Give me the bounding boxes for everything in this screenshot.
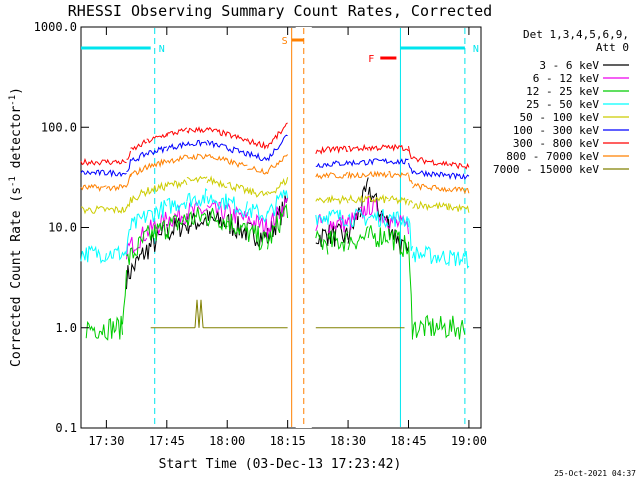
y-tick-label-1: 0.1 (55, 421, 77, 435)
legend-label-7: 300 - 800 keV (513, 137, 599, 150)
series-layer (80, 122, 470, 341)
legend-header-line2: Att 0 (596, 41, 629, 54)
legend-label-5: 50 - 100 keV (520, 111, 600, 124)
legend-label-2: 6 - 12 keV (533, 72, 600, 85)
marker-label-f-4: F (368, 54, 374, 65)
legend-label-6: 100 - 300 keV (513, 124, 599, 137)
x-axis-label: Start Time (03-Dec-13 17:23:42) (159, 457, 402, 472)
x-tick-label-6: 18:45 (390, 434, 426, 448)
series-line-7 (80, 122, 470, 170)
y-axis-label-mid: detector (9, 106, 24, 177)
legend-label-4: 25 - 50 keV (526, 98, 599, 111)
legend-label-9: 7000 - 15000 keV (493, 163, 599, 176)
legend-label-3: 12 - 25 keV (526, 85, 599, 98)
y-tick-label-3: 10.0 (48, 221, 77, 235)
x-tick-label-2: 17:45 (149, 434, 185, 448)
series-6 (80, 134, 470, 181)
marker-label-n-2: N (473, 44, 479, 55)
y-tick-label-4: 100.0 (41, 120, 77, 134)
series-line-9 (150, 299, 405, 329)
marker-label-s-3: S (282, 36, 288, 47)
y-tick-label-5: 1000.0 (34, 20, 77, 34)
marker-label-n-1: N (159, 44, 165, 55)
y-tick-label-2: 1.0 (55, 321, 77, 335)
x-tick-label-1: 17:30 (88, 434, 124, 448)
series-9 (150, 299, 405, 329)
data-gap-1 (295, 27, 312, 428)
x-tick-label-4: 18:15 (270, 434, 306, 448)
series-4 (80, 187, 470, 269)
legend-header-line1: Det 1,3,4,5,6,9, (523, 28, 629, 41)
series-8 (80, 153, 470, 195)
x-tick-label-5: 18:30 (330, 434, 366, 448)
series-line-3 (85, 203, 466, 341)
data-gap-layer (295, 27, 312, 428)
y-axis-label-main: Corrected Count Rate (s (9, 187, 24, 367)
y-axis-label: Corrected Count Rate (s-1 detector-1) (8, 87, 24, 367)
y-axis-label-end: ) (9, 87, 24, 95)
generated-timestamp: 25-Oct-2021 04:37 (554, 469, 636, 478)
series-5 (80, 175, 470, 215)
chart-title: RHESSI Observing Summary Count Rates, Co… (68, 2, 492, 20)
series-line-5 (80, 175, 470, 215)
plot-frame (80, 26, 482, 429)
x-tick-label-3: 18:00 (209, 434, 245, 448)
y-axis-label-sup1: -1 (8, 176, 18, 187)
axis-layer: 17:30 17:45 18:00 18:15 18:30 18:45 19:00 0.1 1.… (34, 20, 487, 448)
series-line-6 (80, 134, 470, 181)
series-line-4 (80, 187, 470, 269)
legend-label-1: 3 - 6 keV (539, 59, 599, 72)
y-axis-label-sup2: -1 (8, 95, 18, 106)
series-3 (85, 203, 466, 341)
series-7 (80, 122, 470, 170)
series-line-8 (80, 153, 470, 195)
legend-label-8: 800 - 7000 keV (506, 150, 599, 163)
marker-layer: N N S F (81, 28, 479, 427)
x-tick-label-7: 19:00 (451, 434, 487, 448)
